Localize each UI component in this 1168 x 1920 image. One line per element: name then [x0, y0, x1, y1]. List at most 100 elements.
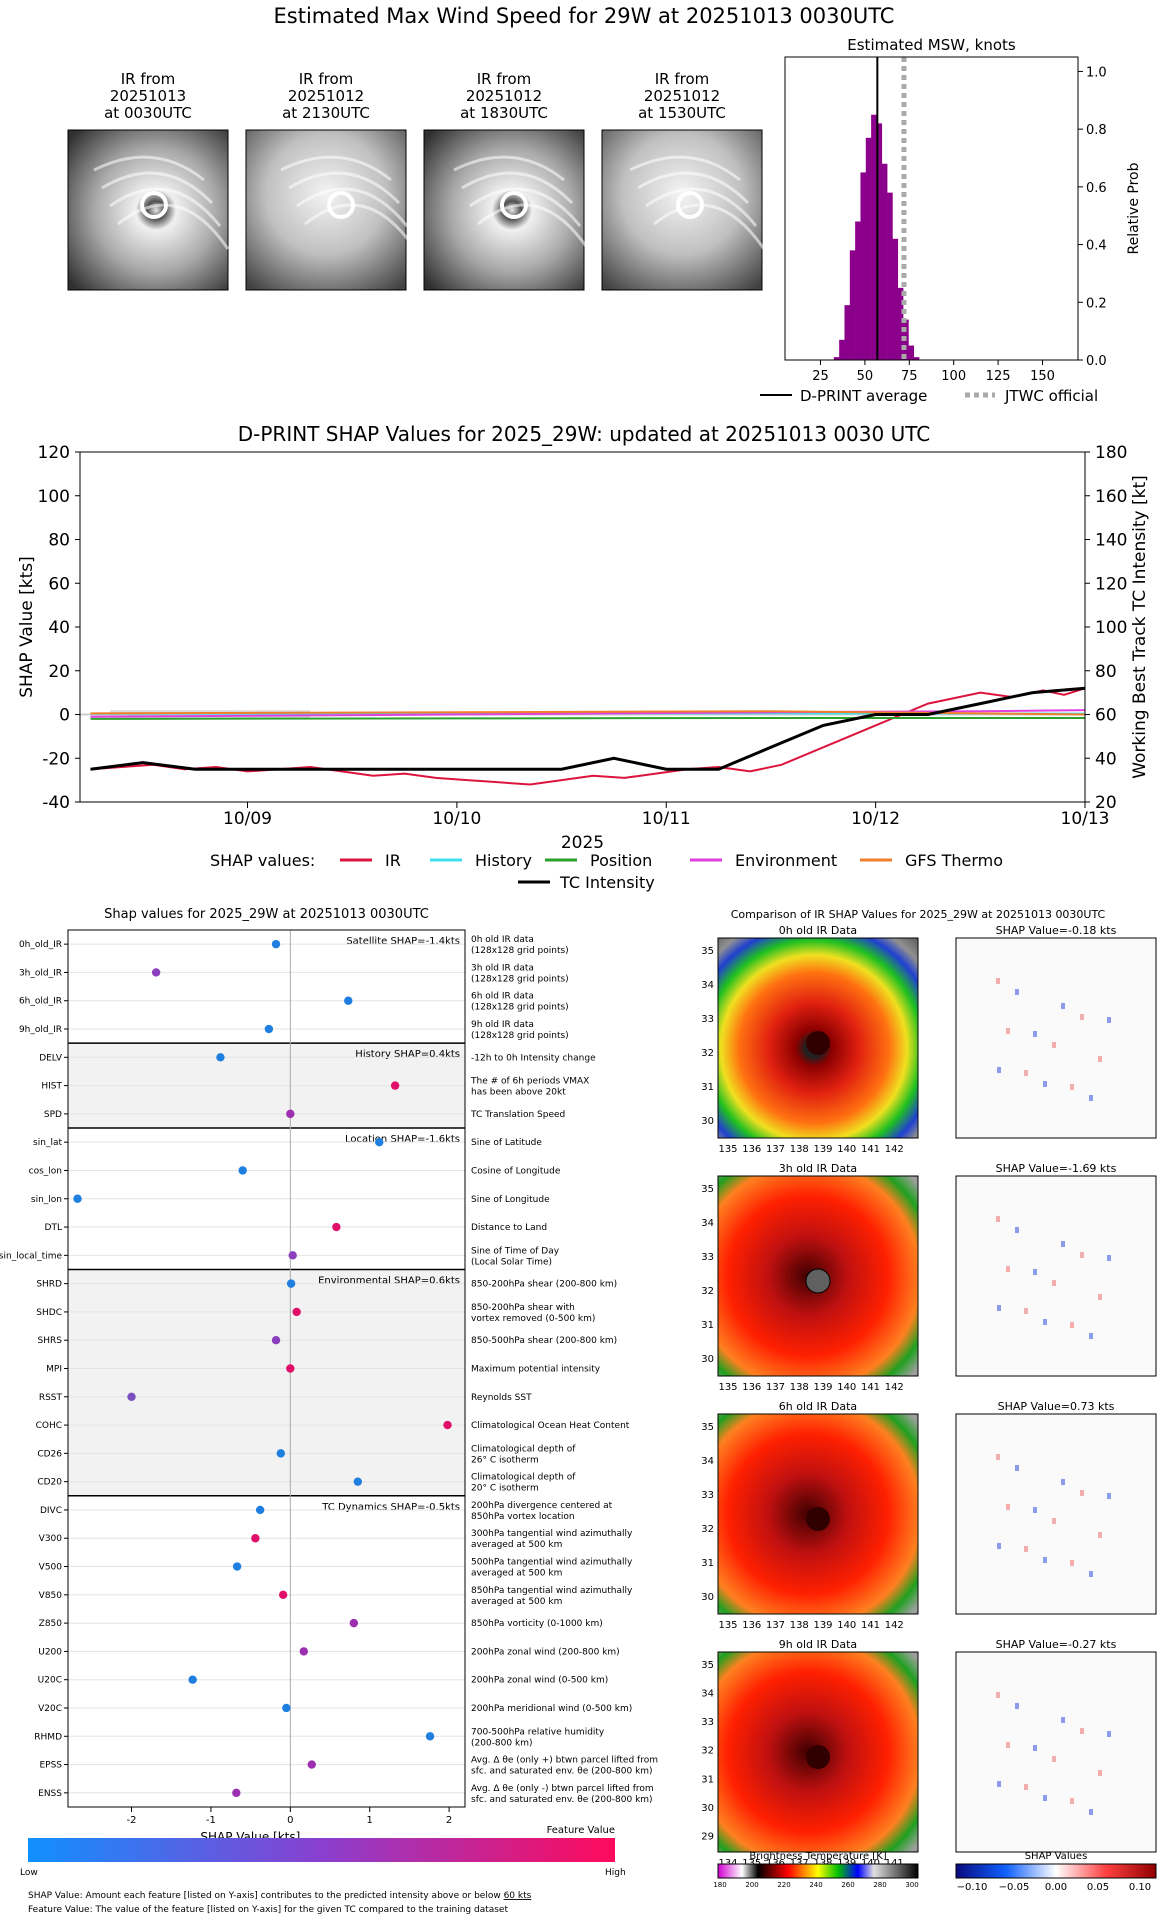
- feature-description: Climatological Ocean Heat Content: [471, 1421, 630, 1431]
- ts-ytick-label: 20: [48, 662, 70, 682]
- feature-shap-point: [443, 1420, 452, 1430]
- colorbar-low-label: Low: [20, 1868, 38, 1878]
- group-shap-label: History SHAP=0.4kts: [355, 1049, 460, 1060]
- shap-pixel-cluster: [997, 1067, 1001, 1073]
- feature-description: 850-200hPa shear (200-800 km): [471, 1280, 617, 1290]
- thumb-label-line2: 20251013: [110, 87, 186, 105]
- thumb-label-line1: IR from: [121, 70, 176, 88]
- lat-tick-label: 34: [701, 1218, 714, 1229]
- shap-pixel-cluster: [996, 1216, 1000, 1222]
- legend-prefix: SHAP values:: [210, 851, 315, 870]
- bt-tick-label: 180: [713, 1881, 726, 1889]
- lon-tick-label: 138: [790, 1620, 809, 1631]
- msw-bar: [892, 238, 899, 360]
- lat-tick-label: 35: [701, 946, 714, 957]
- shap-row-title: SHAP Value=0.73 kts: [998, 1400, 1115, 1413]
- thumb-label-line2: 20251012: [288, 87, 364, 105]
- feature-name-label: sin_lon: [31, 1195, 62, 1205]
- shap-pixel-cluster: [1098, 1770, 1102, 1776]
- feature-description: averaged at 500 km: [471, 1569, 562, 1579]
- shap-pixel-cluster: [1098, 1056, 1102, 1062]
- feature-description: Avg. Δ θe (only -) btwn parcel lifted fr…: [471, 1784, 654, 1794]
- feature-name-label: V500: [39, 1563, 63, 1573]
- ts-xlabel: 2025: [561, 833, 604, 853]
- shap-pixel-cluster: [1098, 1294, 1102, 1300]
- lat-tick-label: 32: [701, 1286, 714, 1297]
- feature-xtick-label: 0: [287, 1815, 293, 1826]
- shap-pixel-cluster: [997, 1543, 1001, 1549]
- ts-y2tick-label: 180: [1095, 443, 1127, 463]
- shap-pixel-cluster: [1061, 1241, 1065, 1247]
- feature-description: 200hPa meridional wind (0-500 km): [471, 1704, 632, 1714]
- shap-pixel-cluster: [1070, 1798, 1074, 1804]
- msw-xtick-label: 150: [1030, 369, 1055, 384]
- ir-compare-title: Comparison of IR SHAP Values for 2025_29…: [731, 908, 1106, 921]
- legend-item-label: GFS Thermo: [905, 851, 1003, 870]
- feature-name-label: CD20: [37, 1478, 62, 1488]
- footnote-feature-value: Feature Value: The value of the feature …: [28, 1905, 508, 1915]
- shap-pixel-cluster: [1089, 1809, 1093, 1815]
- cloud-band: [477, 203, 590, 250]
- shap-pixel-cluster: [1043, 1795, 1047, 1801]
- feature-description: (128x128 grid points): [471, 946, 569, 956]
- feature-description: 850hPa tangential wind azimuthally: [471, 1586, 633, 1596]
- ts-y2tick-label: 40: [1095, 749, 1117, 769]
- shap-pixel-cluster: [1107, 1017, 1111, 1023]
- feature-shap-point: [251, 1534, 260, 1543]
- shap-row-title: SHAP Value=-0.27 kts: [996, 1638, 1117, 1651]
- shap-pixel-cluster: [996, 978, 1000, 984]
- msw-title: Estimated MSW, knots: [847, 36, 1016, 54]
- lat-tick-label: 31: [701, 1558, 714, 1569]
- shap-pixel-cluster: [1080, 1490, 1084, 1496]
- lon-tick-label: 137: [766, 1144, 785, 1155]
- feature-shap-point: [425, 1732, 435, 1741]
- shap-tick-label: 0.00: [1045, 1882, 1067, 1893]
- msw-bar: [849, 250, 856, 360]
- cloud-band: [461, 171, 574, 205]
- ts-xtick-label: 10/09: [223, 809, 272, 829]
- feature-name-label: sin_lat: [33, 1138, 62, 1148]
- shap-map-image: [955, 1175, 1157, 1377]
- shap-pixel-cluster: [1015, 1227, 1019, 1233]
- shap-pixel-cluster: [1061, 1479, 1065, 1485]
- feature-description: (200-800 km): [471, 1738, 532, 1748]
- msw-xtick-label: 125: [986, 369, 1011, 384]
- feature-description: (Local Solar Time): [471, 1257, 552, 1267]
- feature-description: Sine of Time of Day: [471, 1246, 560, 1256]
- shap-pixel-cluster: [1070, 1322, 1074, 1328]
- msw-xtick-label: 75: [901, 369, 918, 384]
- shap-pixel-cluster: [1033, 1507, 1037, 1513]
- feature-shap-point: [286, 1364, 295, 1373]
- lat-tick-label: 33: [701, 1490, 714, 1501]
- msw-ytick-label: 0.0: [1086, 354, 1107, 369]
- shap-pixel-cluster: [997, 1305, 1001, 1311]
- ts-xtick-label: 10/11: [642, 809, 691, 829]
- lat-tick-label: 29: [701, 1831, 714, 1842]
- legend-item-label: Position: [590, 851, 652, 870]
- feature-name-label: 0h_old_IR: [19, 940, 62, 950]
- cloud-band: [109, 187, 222, 227]
- shap-pixel-cluster: [1043, 1081, 1047, 1087]
- feature-shap-point: [127, 1392, 136, 1401]
- series-line-position: [90, 717, 1085, 720]
- feature-name-label: V300: [39, 1534, 63, 1544]
- footnote-threshold: 60 kts: [504, 1891, 532, 1901]
- ir-row-title: 6h old IR Data: [779, 1400, 857, 1413]
- msw-bar: [876, 123, 883, 360]
- cloud-band: [645, 187, 758, 227]
- colorbar-title: Feature Value: [547, 1825, 615, 1836]
- shap-pixel-cluster: [1033, 1745, 1037, 1751]
- lat-tick-label: 34: [701, 1689, 714, 1700]
- shap-timeseries-chart: -40 -20 0 20 40 60 80 100 120 20 40 60 80 100 120 140 16…: [17, 443, 1150, 892]
- feature-description: TC Translation Speed: [470, 1110, 565, 1120]
- msw-xtick-label: 50: [857, 369, 874, 384]
- feature-shap-chart: Shap values for 2025_29W at 20251013 003…: [0, 907, 658, 1915]
- feature-description: sfc. and saturated env. θe (200-800 km): [471, 1795, 653, 1805]
- cloud-band: [304, 203, 417, 250]
- msw-axes-frame: [784, 56, 1079, 361]
- msw-bar: [913, 357, 920, 360]
- feature-description: 20° C isotherm: [471, 1484, 539, 1494]
- msw-bar: [855, 221, 861, 360]
- lat-tick-label: 34: [701, 1456, 714, 1467]
- shap-pixel-cluster: [1024, 1308, 1028, 1314]
